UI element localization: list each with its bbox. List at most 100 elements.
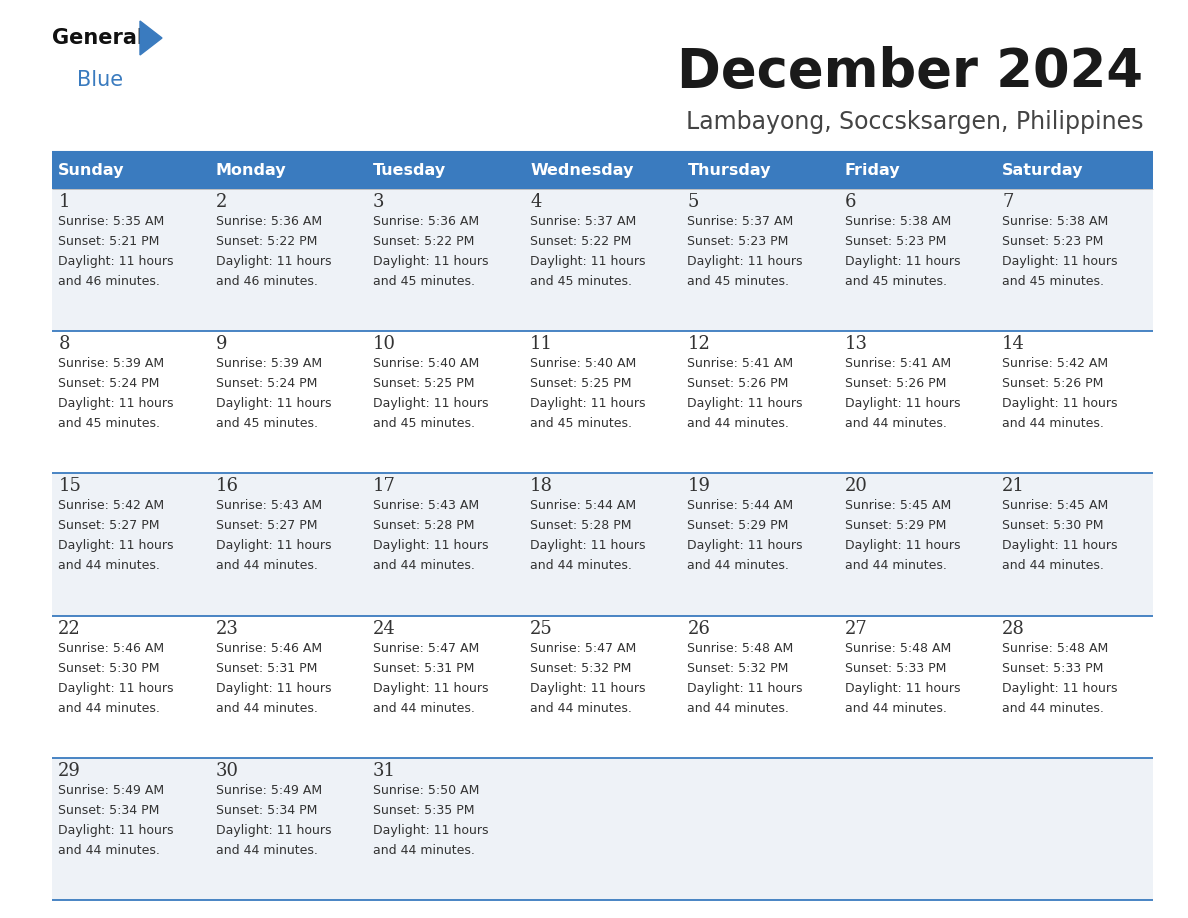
Text: Sunrise: 5:38 AM: Sunrise: 5:38 AM <box>1001 215 1108 228</box>
Text: Sunrise: 5:41 AM: Sunrise: 5:41 AM <box>845 357 950 370</box>
Text: 3: 3 <box>373 193 385 211</box>
Text: and 44 minutes.: and 44 minutes. <box>1001 417 1104 431</box>
Text: Daylight: 11 hours: Daylight: 11 hours <box>215 255 331 268</box>
Text: and 46 minutes.: and 46 minutes. <box>215 275 317 288</box>
Text: Sunrise: 5:37 AM: Sunrise: 5:37 AM <box>688 215 794 228</box>
Text: 20: 20 <box>845 477 867 496</box>
Text: and 45 minutes.: and 45 minutes. <box>1001 275 1104 288</box>
Text: Daylight: 11 hours: Daylight: 11 hours <box>530 255 645 268</box>
Text: 11: 11 <box>530 335 554 353</box>
Text: Sunset: 5:34 PM: Sunset: 5:34 PM <box>215 804 317 817</box>
Text: Daylight: 11 hours: Daylight: 11 hours <box>688 397 803 410</box>
Text: and 44 minutes.: and 44 minutes. <box>530 559 632 573</box>
Text: Daylight: 11 hours: Daylight: 11 hours <box>58 397 173 410</box>
Text: and 44 minutes.: and 44 minutes. <box>530 701 632 714</box>
Text: Sunrise: 5:47 AM: Sunrise: 5:47 AM <box>373 642 479 655</box>
Text: 8: 8 <box>58 335 70 353</box>
Text: 4: 4 <box>530 193 542 211</box>
Text: Daylight: 11 hours: Daylight: 11 hours <box>215 681 331 695</box>
Bar <box>52 616 1154 757</box>
Text: Daylight: 11 hours: Daylight: 11 hours <box>845 397 960 410</box>
Text: Monday: Monday <box>215 163 286 178</box>
Text: Blue: Blue <box>77 70 124 90</box>
Text: Sunrise: 5:39 AM: Sunrise: 5:39 AM <box>58 357 164 370</box>
Text: Daylight: 11 hours: Daylight: 11 hours <box>1001 255 1118 268</box>
Text: and 44 minutes.: and 44 minutes. <box>845 701 947 714</box>
Text: and 44 minutes.: and 44 minutes. <box>845 417 947 431</box>
Text: Sunset: 5:22 PM: Sunset: 5:22 PM <box>215 235 317 248</box>
Text: 12: 12 <box>688 335 710 353</box>
Text: 29: 29 <box>58 762 81 779</box>
Text: 2: 2 <box>215 193 227 211</box>
Text: and 45 minutes.: and 45 minutes. <box>530 275 632 288</box>
Text: Sunrise: 5:44 AM: Sunrise: 5:44 AM <box>530 499 637 512</box>
Text: and 44 minutes.: and 44 minutes. <box>215 559 317 573</box>
Text: Sunrise: 5:48 AM: Sunrise: 5:48 AM <box>845 642 950 655</box>
Text: Sunset: 5:28 PM: Sunset: 5:28 PM <box>373 520 474 532</box>
Text: and 44 minutes.: and 44 minutes. <box>58 844 160 856</box>
Text: Sunset: 5:26 PM: Sunset: 5:26 PM <box>688 377 789 390</box>
Text: Sunset: 5:29 PM: Sunset: 5:29 PM <box>845 520 946 532</box>
Text: Sunset: 5:33 PM: Sunset: 5:33 PM <box>1001 662 1104 675</box>
Text: 25: 25 <box>530 620 552 638</box>
Text: Daylight: 11 hours: Daylight: 11 hours <box>845 681 960 695</box>
Text: Daylight: 11 hours: Daylight: 11 hours <box>845 255 960 268</box>
Text: 1: 1 <box>58 193 70 211</box>
Text: Sunset: 5:24 PM: Sunset: 5:24 PM <box>58 377 159 390</box>
Text: Daylight: 11 hours: Daylight: 11 hours <box>530 397 645 410</box>
Text: Sunrise: 5:48 AM: Sunrise: 5:48 AM <box>688 642 794 655</box>
Text: Sunday: Sunday <box>58 163 125 178</box>
Text: Sunset: 5:29 PM: Sunset: 5:29 PM <box>688 520 789 532</box>
Text: Sunset: 5:23 PM: Sunset: 5:23 PM <box>845 235 946 248</box>
Text: Daylight: 11 hours: Daylight: 11 hours <box>215 540 331 553</box>
Text: Sunrise: 5:40 AM: Sunrise: 5:40 AM <box>373 357 479 370</box>
Text: Sunset: 5:31 PM: Sunset: 5:31 PM <box>215 662 317 675</box>
Text: Daylight: 11 hours: Daylight: 11 hours <box>215 823 331 837</box>
Text: Sunset: 5:33 PM: Sunset: 5:33 PM <box>845 662 946 675</box>
Text: General: General <box>52 28 144 48</box>
Text: 30: 30 <box>215 762 239 779</box>
Text: 27: 27 <box>845 620 867 638</box>
Bar <box>52 474 1154 616</box>
Text: and 45 minutes.: and 45 minutes. <box>530 417 632 431</box>
Text: Daylight: 11 hours: Daylight: 11 hours <box>1001 540 1118 553</box>
Text: Sunset: 5:24 PM: Sunset: 5:24 PM <box>215 377 317 390</box>
Text: Daylight: 11 hours: Daylight: 11 hours <box>373 540 488 553</box>
Text: and 45 minutes.: and 45 minutes. <box>845 275 947 288</box>
Text: Sunset: 5:30 PM: Sunset: 5:30 PM <box>58 662 160 675</box>
Text: Daylight: 11 hours: Daylight: 11 hours <box>688 681 803 695</box>
Text: Sunrise: 5:44 AM: Sunrise: 5:44 AM <box>688 499 794 512</box>
Text: Daylight: 11 hours: Daylight: 11 hours <box>530 681 645 695</box>
Text: Sunset: 5:22 PM: Sunset: 5:22 PM <box>530 235 632 248</box>
Text: Sunset: 5:34 PM: Sunset: 5:34 PM <box>58 804 159 817</box>
Text: Daylight: 11 hours: Daylight: 11 hours <box>58 255 173 268</box>
Text: and 44 minutes.: and 44 minutes. <box>215 701 317 714</box>
Text: 26: 26 <box>688 620 710 638</box>
Text: 5: 5 <box>688 193 699 211</box>
Text: 31: 31 <box>373 762 396 779</box>
Text: Sunset: 5:21 PM: Sunset: 5:21 PM <box>58 235 159 248</box>
Text: 19: 19 <box>688 477 710 496</box>
Text: Sunrise: 5:39 AM: Sunrise: 5:39 AM <box>215 357 322 370</box>
Text: Sunset: 5:27 PM: Sunset: 5:27 PM <box>58 520 160 532</box>
Text: Sunrise: 5:46 AM: Sunrise: 5:46 AM <box>58 642 164 655</box>
Text: and 44 minutes.: and 44 minutes. <box>688 701 789 714</box>
Text: Daylight: 11 hours: Daylight: 11 hours <box>373 823 488 837</box>
Text: and 44 minutes.: and 44 minutes. <box>373 701 475 714</box>
Text: Sunrise: 5:42 AM: Sunrise: 5:42 AM <box>1001 357 1108 370</box>
Text: Sunrise: 5:45 AM: Sunrise: 5:45 AM <box>1001 499 1108 512</box>
Text: Daylight: 11 hours: Daylight: 11 hours <box>845 540 960 553</box>
Text: and 45 minutes.: and 45 minutes. <box>373 417 475 431</box>
Text: Daylight: 11 hours: Daylight: 11 hours <box>688 540 803 553</box>
Text: and 44 minutes.: and 44 minutes. <box>1001 701 1104 714</box>
Text: Daylight: 11 hours: Daylight: 11 hours <box>58 540 173 553</box>
Text: December 2024: December 2024 <box>677 46 1143 98</box>
Text: Sunset: 5:23 PM: Sunset: 5:23 PM <box>688 235 789 248</box>
Text: Sunrise: 5:43 AM: Sunrise: 5:43 AM <box>215 499 322 512</box>
Text: Sunset: 5:26 PM: Sunset: 5:26 PM <box>845 377 946 390</box>
Text: Daylight: 11 hours: Daylight: 11 hours <box>1001 397 1118 410</box>
Text: Daylight: 11 hours: Daylight: 11 hours <box>215 397 331 410</box>
Text: Sunset: 5:32 PM: Sunset: 5:32 PM <box>530 662 632 675</box>
Text: and 44 minutes.: and 44 minutes. <box>58 559 160 573</box>
Text: 14: 14 <box>1001 335 1025 353</box>
